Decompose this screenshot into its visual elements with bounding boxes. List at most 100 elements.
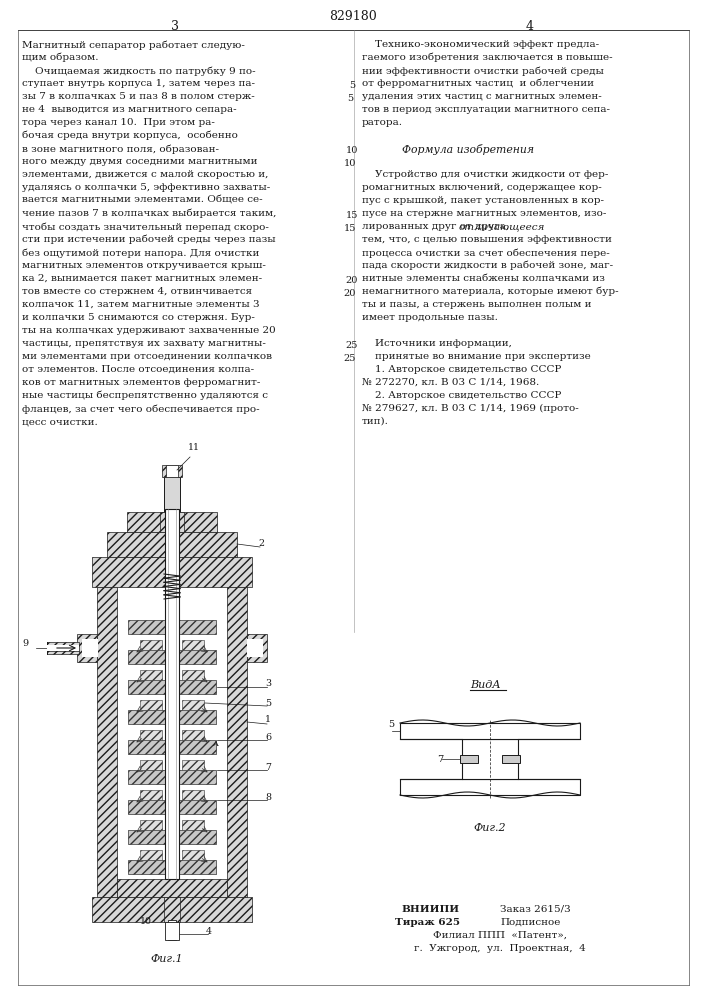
Bar [140,760,162,770]
Bar [128,830,216,844]
Text: 1. Авторское свидетельство СССР: 1. Авторское свидетельство СССР [362,365,561,374]
Text: нитные элементы снабжены колпачками из: нитные элементы снабжены колпачками из [362,274,605,283]
Text: Технико-экономический эффект предла-: Технико-экономический эффект предла- [362,40,599,49]
Text: отличающееся: отличающееся [459,222,545,231]
Text: Источники информации,: Источники информации, [362,339,512,348]
Bar [502,755,520,763]
Bar [117,879,227,897]
Text: Заказ 2615/3: Заказ 2615/3 [500,905,571,914]
Text: удаляясь о колпачки 5, эффективно захваты-: удаляясь о колпачки 5, эффективно захват… [22,183,270,192]
Bar [128,710,216,724]
Bar [165,922,179,940]
Bar [128,620,216,634]
Text: тора через канал 10.  При этом ра-: тора через канал 10. При этом ра- [22,118,215,127]
Text: Филиал ППП  «Патент»,: Филиал ППП «Патент», [433,931,567,940]
Text: 2: 2 [258,538,264,548]
Text: немагнитного материала, которые имеют бур-: немагнитного материала, которые имеют бу… [362,287,619,296]
Bar [227,587,247,897]
Bar [47,645,79,651]
Bar [92,557,252,587]
Bar [182,820,204,830]
Bar [460,755,478,763]
Bar [164,897,180,922]
Text: Устройство для очистки жидкости от фер-: Устройство для очистки жидкости от фер- [362,170,609,179]
Text: 5: 5 [349,81,355,90]
Text: 3: 3 [265,678,271,688]
Text: 829180: 829180 [329,10,377,23]
Text: ромагнитных включений, содержащее кор-: ромагнитных включений, содержащее кор- [362,183,602,192]
Text: тов в период эксплуатации магнитного сепа-: тов в период эксплуатации магнитного сеп… [362,105,610,114]
Text: тип).: тип). [362,417,389,426]
Bar [128,770,216,784]
Bar [166,465,178,477]
Text: ВидА: ВидА [470,680,501,690]
Text: 9: 9 [22,640,28,648]
Text: Магнитный сепаратор работает следую-: Магнитный сепаратор работает следую- [22,40,245,49]
Bar [128,680,216,694]
Bar [128,740,216,754]
Text: ты и пазы, а стержень выполнен полым и: ты и пазы, а стержень выполнен полым и [362,300,592,309]
Text: 5: 5 [388,720,394,729]
Bar [247,639,263,657]
Text: от элементов. После отсоединения колпа-: от элементов. После отсоединения колпа- [22,365,254,374]
Text: ВНИИПИ: ВНИИПИ [402,905,460,914]
Text: 6: 6 [265,732,271,742]
Text: без ощутимой потери напора. Для очистки: без ощутимой потери напора. Для очистки [22,248,259,257]
Text: 25: 25 [346,341,358,350]
Text: гаемого изобретения заключается в повыше-: гаемого изобретения заключается в повыше… [362,53,613,62]
Text: пада скорости жидкости в рабочей зоне, маг-: пада скорости жидкости в рабочей зоне, м… [362,261,613,270]
Bar [47,642,79,654]
Text: сти при истечении рабочей среды через пазы: сти при истечении рабочей среды через па… [22,235,276,244]
Bar [182,790,204,800]
Bar [140,700,162,710]
Text: пусе на стержне магнитных элементов, изо-: пусе на стержне магнитных элементов, изо… [362,209,607,218]
Bar [140,730,162,740]
Bar [97,587,117,897]
Text: 11: 11 [188,443,200,452]
Text: имеет продольные пазы.: имеет продольные пазы. [362,313,498,322]
Text: A: A [212,740,218,748]
Text: колпачок 11, затем магнитные элементы 3: колпачок 11, затем магнитные элементы 3 [22,300,259,309]
Bar [128,800,216,814]
Text: зы 7 в колпачках 5 и паз 8 в полом стерж-: зы 7 в колпачках 5 и паз 8 в полом стерж… [22,92,255,101]
Text: ного между двумя соседними магнитными: ного между двумя соседними магнитными [22,157,257,166]
Bar [168,920,176,940]
Text: 4: 4 [206,926,212,936]
Text: удаления этих частиц с магнитных элемен-: удаления этих частиц с магнитных элемен- [362,92,602,101]
Bar [182,730,204,740]
Text: № 272270, кл. В 03 С 1/14, 1968.: № 272270, кл. В 03 С 1/14, 1968. [362,378,539,387]
Text: 20: 20 [344,289,356,298]
Text: 8: 8 [265,792,271,802]
Text: 2. Авторское свидетельство СССР: 2. Авторское свидетельство СССР [362,391,561,400]
Bar [77,634,97,662]
Text: 10: 10 [346,146,358,155]
Bar [162,465,182,477]
Text: 7: 7 [437,755,443,764]
Text: ка 2, вынимается пакет магнитных элемен-: ка 2, вынимается пакет магнитных элемен- [22,274,262,283]
Bar [140,820,162,830]
Text: 5: 5 [347,94,353,103]
Text: ты на колпачках удерживают захваченные 20: ты на колпачках удерживают захваченные 2… [22,326,276,335]
Text: ми элементами при отсоединении колпачков: ми элементами при отсоединении колпачков [22,352,272,361]
Text: магнитных элементов откручивается крыш-: магнитных элементов откручивается крыш- [22,261,266,270]
Text: чтобы создать значительный перепад скоро-: чтобы создать значительный перепад скоро… [22,222,269,232]
Text: вается магнитными элементами. Общее се-: вается магнитными элементами. Общее се- [22,196,262,205]
Bar [182,760,204,770]
Text: цесс очистки.: цесс очистки. [22,417,98,426]
Text: лированных друг от друга,: лированных друг от друга, [362,222,513,231]
Text: 5: 5 [265,698,271,708]
Text: щим образом.: щим образом. [22,53,98,62]
Text: принятые во внимание при экспертизе: принятые во внимание при экспертизе [362,352,591,361]
Text: ступает внутрь корпуса 1, затем через па-: ступает внутрь корпуса 1, затем через па… [22,79,255,88]
Text: и колпачки 5 снимаются со стержня. Бур-: и колпачки 5 снимаются со стержня. Бур- [22,313,255,322]
Text: элементами, движется с малой скоростью и,: элементами, движется с малой скоростью и… [22,170,269,179]
Text: 15: 15 [346,211,358,220]
Bar [182,700,204,710]
Text: Подписное: Подписное [500,918,561,927]
Text: Фиг.2: Фиг.2 [474,823,506,833]
Text: чение пазов 7 в колпачках выбирается таким,: чение пазов 7 в колпачках выбирается так… [22,209,276,219]
Bar [160,512,184,532]
Text: ратора.: ратора. [362,118,403,127]
Text: 10: 10 [140,917,152,926]
Bar [128,650,216,664]
